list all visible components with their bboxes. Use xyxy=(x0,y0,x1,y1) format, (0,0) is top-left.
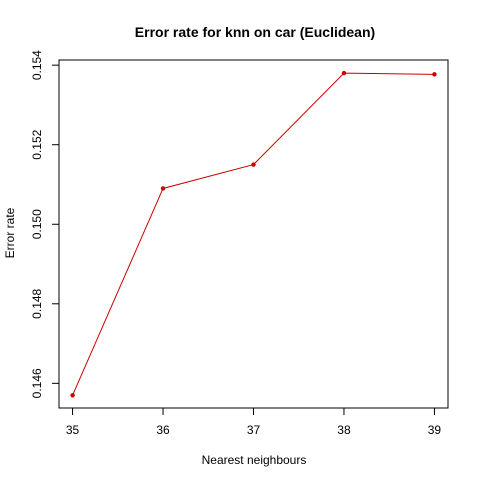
series-line xyxy=(72,72,435,396)
chart-title: Error rate for knn on car (Euclidean) xyxy=(135,24,375,40)
y-tick-label: 0.154 xyxy=(30,50,44,80)
x-tick-label: 36 xyxy=(156,423,170,437)
data-point xyxy=(341,70,347,76)
x-tick-label: 37 xyxy=(247,423,261,437)
y-tick-label: 0.152 xyxy=(30,129,44,159)
y-axis: 0.146 0.148 0.150 0.152 0.154 xyxy=(30,50,59,398)
data-point xyxy=(70,393,75,398)
x-tick-label: 38 xyxy=(337,423,351,437)
series-layer xyxy=(70,70,437,398)
x-axis: 35 36 37 38 39 xyxy=(66,408,442,437)
x-tick-label: 39 xyxy=(428,423,442,437)
y-tick-label: 0.146 xyxy=(30,368,44,398)
data-point xyxy=(160,186,166,191)
x-tick-label: 35 xyxy=(66,423,80,437)
x-axis-label: Nearest neighbours xyxy=(202,453,307,467)
y-axis-label: Error rate xyxy=(3,207,17,258)
y-tick-label: 0.148 xyxy=(30,288,44,318)
plot-frame xyxy=(58,59,449,409)
y-tick-label: 0.150 xyxy=(30,209,44,239)
data-point xyxy=(251,162,256,167)
data-point xyxy=(432,72,437,77)
